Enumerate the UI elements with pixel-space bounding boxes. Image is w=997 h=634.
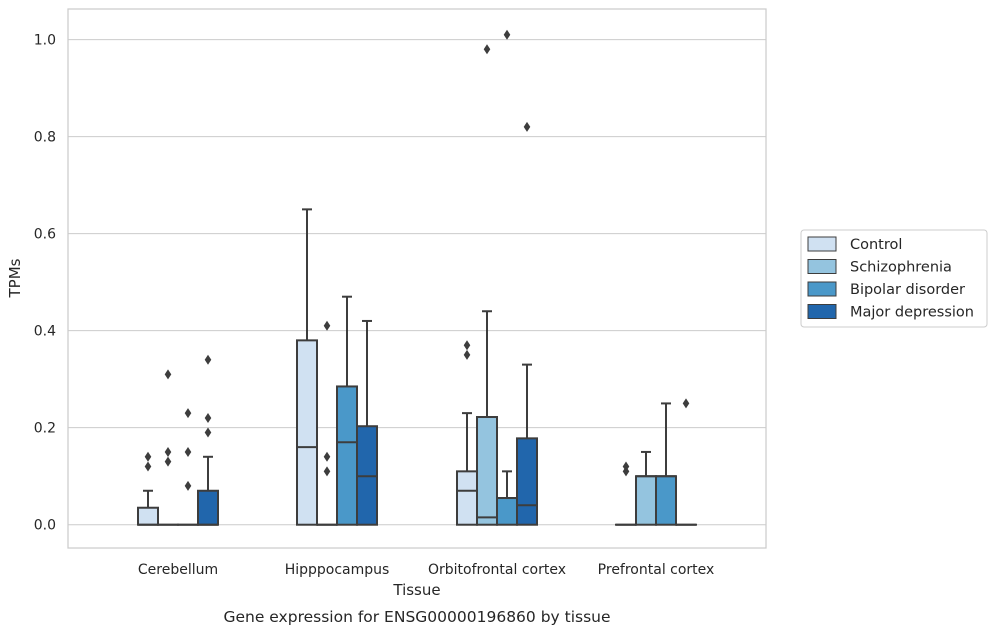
outlier-point <box>184 480 192 491</box>
outlier-point <box>323 451 331 462</box>
series-schizophrenia <box>157 44 657 526</box>
outlier-point <box>463 340 471 351</box>
box <box>197 489 219 526</box>
outlier-point <box>622 461 630 472</box>
box <box>655 475 677 526</box>
box <box>496 497 518 526</box>
box <box>476 416 498 526</box>
outlier-point <box>682 398 690 409</box>
y-tick-label: 0.0 <box>34 518 56 534</box>
outlier-point <box>144 451 152 462</box>
plot-frame <box>67 8 767 549</box>
box <box>336 385 358 526</box>
outlier-point <box>204 427 212 438</box>
legend: Control Schizophrenia Bipolar disorder Majo… <box>800 229 988 328</box>
y-tick-label: 0.2 <box>34 421 56 437</box>
legend-swatch <box>807 304 837 319</box>
legend-label: Control <box>850 237 902 253</box>
outlier-point <box>184 408 192 419</box>
box <box>296 339 318 526</box>
x-axis-label: Tissue <box>392 581 440 599</box>
y-tick-label: 0.6 <box>34 227 56 243</box>
legend-label: Bipolar disorder <box>850 282 965 298</box>
legend-swatch <box>807 259 837 274</box>
x-tick-label: Hipppocampus <box>285 562 390 578</box>
y-tick-label: 0.8 <box>34 130 56 146</box>
outlier-point <box>204 412 212 423</box>
outlier-point <box>144 461 152 472</box>
series-bipolar-disorder <box>177 29 677 526</box>
legend-swatch <box>807 236 837 252</box>
outlier-point <box>164 369 172 380</box>
y-axis-label: TPMs <box>6 258 24 298</box>
box <box>137 506 159 526</box>
outlier-point <box>184 446 192 457</box>
y-tick-label: 0.4 <box>34 324 56 340</box>
outlier-point <box>503 29 511 40</box>
series-control <box>137 208 637 526</box>
y-tick-label: 1.0 <box>34 33 56 49</box>
series-major-depression <box>197 121 697 526</box>
outlier-point <box>323 320 331 331</box>
box <box>635 475 657 526</box>
outlier-point <box>323 466 331 477</box>
box <box>456 470 478 526</box>
x-tick-label: Orbitofrontal cortex <box>428 562 566 578</box>
outlier-point <box>164 456 172 467</box>
box-series-group <box>137 29 697 526</box>
chart-caption: Gene expression for ENSG00000196860 by t… <box>223 608 610 626</box>
outlier-point <box>204 354 212 365</box>
x-tick-label: Prefrontal cortex <box>598 562 715 578</box>
outlier-point <box>463 349 471 360</box>
legend-frame <box>800 229 988 328</box>
legend-label: Schizophrenia <box>850 260 952 276</box>
outlier-point <box>164 446 172 457</box>
x-tick-label: Cerebellum <box>138 562 218 578</box>
legend-swatch <box>807 281 837 297</box>
legend-label: Major depression <box>850 305 974 321</box>
y-axis-ticks: 0.0 0.2 0.4 0.6 0.8 1.0 <box>34 33 56 534</box>
x-axis-ticks: Cerebellum Hipppocampus Orbitofrontal cort… <box>138 562 714 578</box>
outlier-point <box>523 121 531 132</box>
outlier-point <box>483 44 491 55</box>
box <box>516 437 538 526</box>
